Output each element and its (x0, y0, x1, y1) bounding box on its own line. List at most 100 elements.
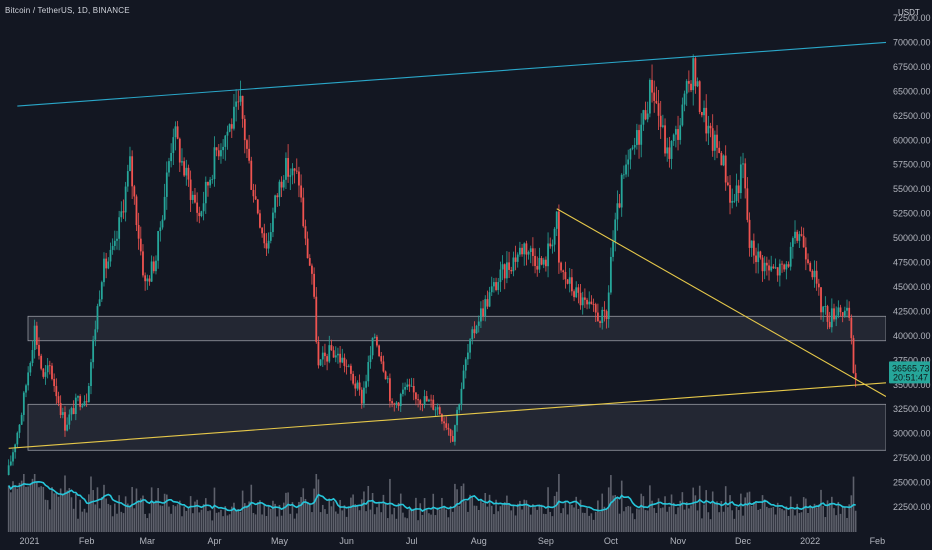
candle (493, 277, 495, 293)
volume-bar (399, 493, 402, 532)
candle (774, 258, 777, 269)
volume-bar (475, 505, 478, 532)
candle (397, 402, 400, 411)
volume-bar (235, 510, 237, 532)
candle (38, 337, 40, 360)
volume-bar (111, 516, 114, 532)
candle (174, 121, 177, 151)
candle-body (356, 382, 359, 389)
candle (343, 353, 346, 373)
price-axis-tick-label: 35000.00 (893, 380, 931, 390)
volume-bar (306, 501, 309, 532)
volume-bar (579, 499, 582, 532)
volume-bar (248, 501, 250, 532)
candle-body (583, 297, 586, 300)
candle (497, 278, 500, 295)
candle (549, 237, 552, 249)
time-axis-tick-label: Mar (140, 536, 156, 546)
candle-body (570, 277, 573, 292)
volume-bar (542, 513, 545, 532)
candle-body (638, 130, 640, 145)
candle (707, 115, 710, 145)
candle-body (196, 202, 199, 213)
volume-bar (187, 506, 190, 532)
candle (220, 143, 222, 164)
volume-bar (391, 514, 393, 532)
candle (694, 56, 697, 94)
candle (85, 393, 88, 407)
candle (358, 374, 361, 396)
candle-body (276, 195, 279, 198)
volume-bar (785, 506, 788, 532)
candle (768, 259, 770, 281)
volume-bar (783, 510, 785, 532)
candle-body (311, 265, 313, 274)
candle-body (354, 383, 357, 389)
candle-body (776, 267, 779, 276)
volume-bar (636, 508, 638, 532)
candle-body (542, 259, 545, 265)
candle (833, 303, 835, 322)
candle (657, 90, 660, 131)
candle (233, 93, 235, 131)
candle (646, 101, 649, 123)
volume-bar (36, 482, 38, 532)
volume-bar (588, 515, 591, 532)
candle-body (811, 270, 814, 278)
candle (542, 257, 545, 269)
candle-body (298, 171, 300, 186)
candle (267, 232, 270, 254)
candle (278, 179, 281, 207)
candle-body (256, 199, 259, 214)
candle-body (269, 232, 272, 241)
candle-body (241, 95, 244, 119)
candle-body (590, 301, 593, 305)
candle-body (527, 251, 530, 255)
candle (367, 355, 370, 387)
volume-bar (629, 506, 632, 532)
volume-bar (66, 490, 68, 532)
volume-bar (83, 508, 86, 532)
candle (148, 275, 151, 286)
candle (482, 299, 484, 321)
candle-body (547, 243, 549, 267)
volume-bar (404, 517, 406, 532)
candle-body (817, 283, 820, 288)
candle-body (272, 212, 274, 233)
candle (436, 403, 439, 416)
candle-body (629, 148, 632, 160)
candle-body (419, 400, 422, 405)
volume-bar (46, 500, 49, 532)
candle-body (33, 325, 36, 351)
volume-bar (75, 493, 77, 532)
volume-bar (679, 500, 682, 532)
volume-bar (516, 503, 519, 532)
candle-body (471, 329, 474, 340)
candle-body (142, 251, 144, 276)
candle (599, 320, 601, 328)
candle (417, 394, 419, 408)
volume-bar (341, 510, 344, 532)
candle-body (282, 179, 285, 188)
volume-bar (627, 505, 630, 532)
candle (308, 254, 311, 267)
candle-body (172, 137, 175, 153)
candle (16, 431, 19, 448)
candle-body (94, 329, 97, 340)
candle (835, 306, 838, 327)
candle-body (176, 126, 179, 139)
volume-bar (94, 504, 97, 532)
candle (807, 253, 809, 265)
candle (837, 300, 840, 319)
volume-bar (510, 510, 513, 532)
volume-bar (127, 503, 129, 532)
volume-bar (191, 513, 194, 532)
candle (514, 245, 517, 271)
candle (620, 173, 623, 217)
candle (430, 394, 432, 408)
candle-body (111, 245, 114, 250)
candle-body (129, 156, 131, 172)
price-axis-background (886, 0, 932, 550)
candle-body (373, 336, 376, 338)
